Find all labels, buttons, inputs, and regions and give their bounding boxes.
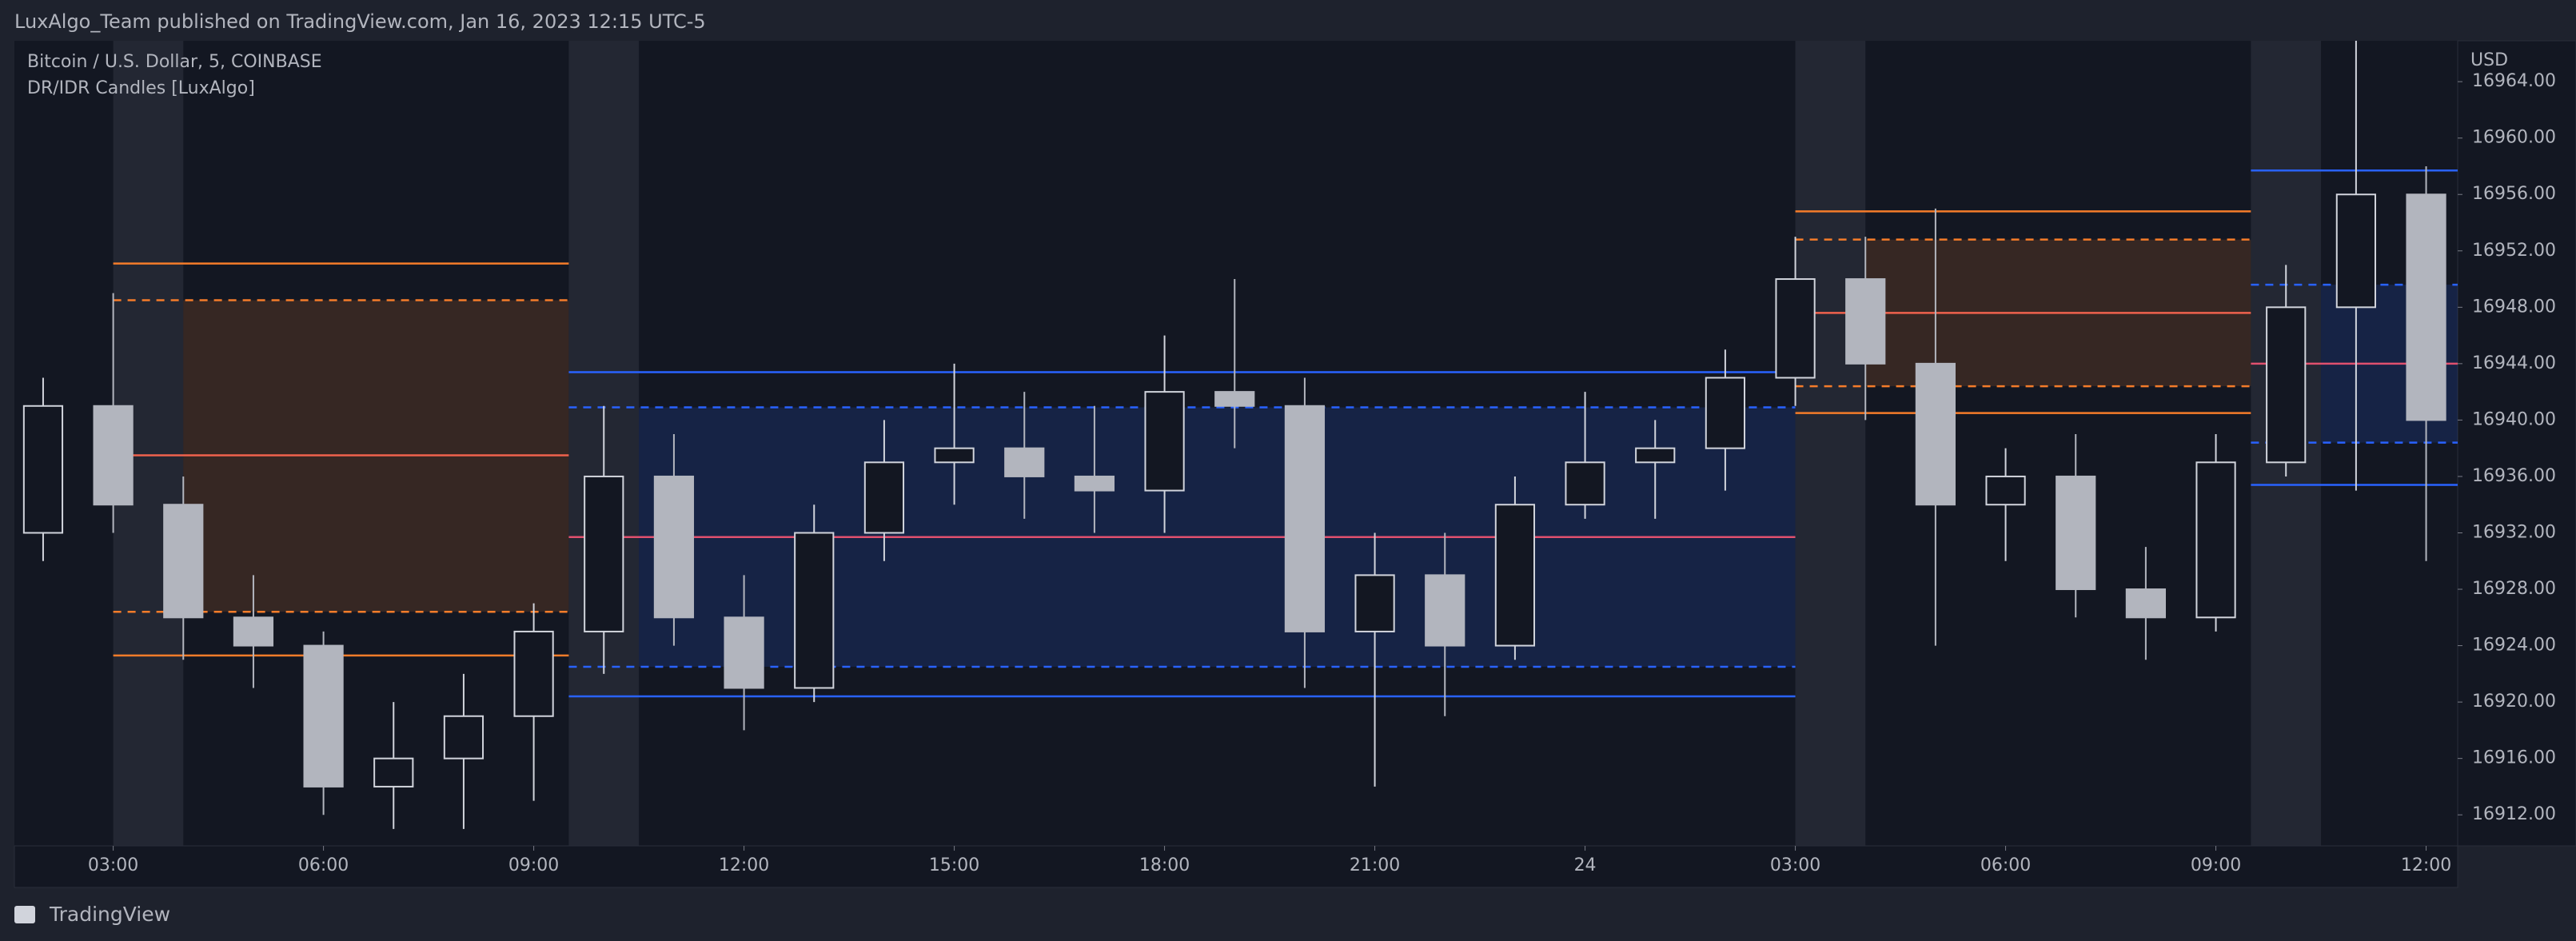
x-tick-label: 09:00 [508,855,559,875]
candle-body [863,461,905,534]
candle-body [1214,391,1255,407]
y-tick-label: 16924.00 [2472,636,2556,656]
price-axis [2457,40,2576,847]
candle-body [2125,588,2166,619]
x-tick-label: 24 [1574,855,1597,875]
candle-body [2056,475,2096,591]
candle-body [1775,278,1816,379]
y-tick-label: 16948.00 [2472,297,2556,317]
candle-body [2266,306,2307,464]
candle-body [1845,278,1886,365]
candle-body [1915,362,1956,506]
currency-label: USD [2470,50,2508,70]
candle-body [653,475,695,619]
y-tick-label: 16912.00 [2472,804,2556,824]
candle-body [794,532,835,689]
tv-logo [14,906,35,923]
x-tick-label: 21:00 [1350,855,1400,875]
candle-body [93,405,134,506]
candle-body [1144,391,1185,492]
indicator-legend: DR/IDR Candles [LuxAlgo] [27,78,255,98]
plot-area [14,41,2458,846]
x-tick-label: 18:00 [1139,855,1190,875]
candle-body [443,715,484,760]
candle-body [1635,447,1676,464]
y-tick-label: 16952.00 [2472,241,2556,261]
candle-body [1705,377,1746,449]
y-tick-label: 16928.00 [2472,579,2556,599]
candle-body [2195,461,2236,619]
candle-body [1565,461,1605,506]
x-tick-label: 09:00 [2191,855,2241,875]
candle-body [934,447,975,464]
session-shade [1795,41,1866,846]
symbol-legend: Bitcoin / U.S. Dollar, 5, COINBASE [27,52,322,72]
y-tick-label: 16944.00 [2472,353,2556,373]
candle-body [1074,475,1115,492]
candle-body [2335,193,2376,309]
candle-body [233,616,274,647]
y-tick-label: 16956.00 [2472,184,2556,204]
candle-body [2406,193,2446,421]
candle-body [373,757,414,787]
x-tick-label: 12:00 [719,855,769,875]
candle-body [22,405,64,534]
candle-body [513,630,554,717]
footer-brand[interactable]: TradingView [49,903,170,926]
plot [22,41,2458,846]
candle-body [1354,574,1395,632]
y-tick-label: 16936.00 [2472,466,2556,486]
time-axis [14,845,2458,888]
candle-body [584,475,624,632]
x-tick-label: 03:00 [1770,855,1820,875]
candle-body [1494,504,1536,647]
x-tick-label: 06:00 [298,855,349,875]
y-tick-label: 16964.00 [2472,71,2556,91]
publish-header: LuxAlgo_Team published on TradingView.co… [14,10,706,33]
candle-body [1985,475,2026,506]
candle-body [1004,447,1045,477]
y-tick-label: 16932.00 [2472,522,2556,542]
y-tick-label: 16920.00 [2472,692,2556,712]
candle-body [303,644,344,787]
x-tick-label: 15:00 [929,855,979,875]
y-tick-label: 16940.00 [2472,409,2556,429]
x-tick-label: 12:00 [2401,855,2451,875]
candle-body [724,616,764,689]
candle-body [163,504,204,619]
y-tick-label: 16916.00 [2472,748,2556,768]
y-tick-label: 16960.00 [2472,128,2556,148]
candle-body [1284,405,1326,632]
candle-body [1425,574,1465,647]
x-tick-label: 03:00 [88,855,138,875]
x-tick-label: 06:00 [1980,855,2031,875]
